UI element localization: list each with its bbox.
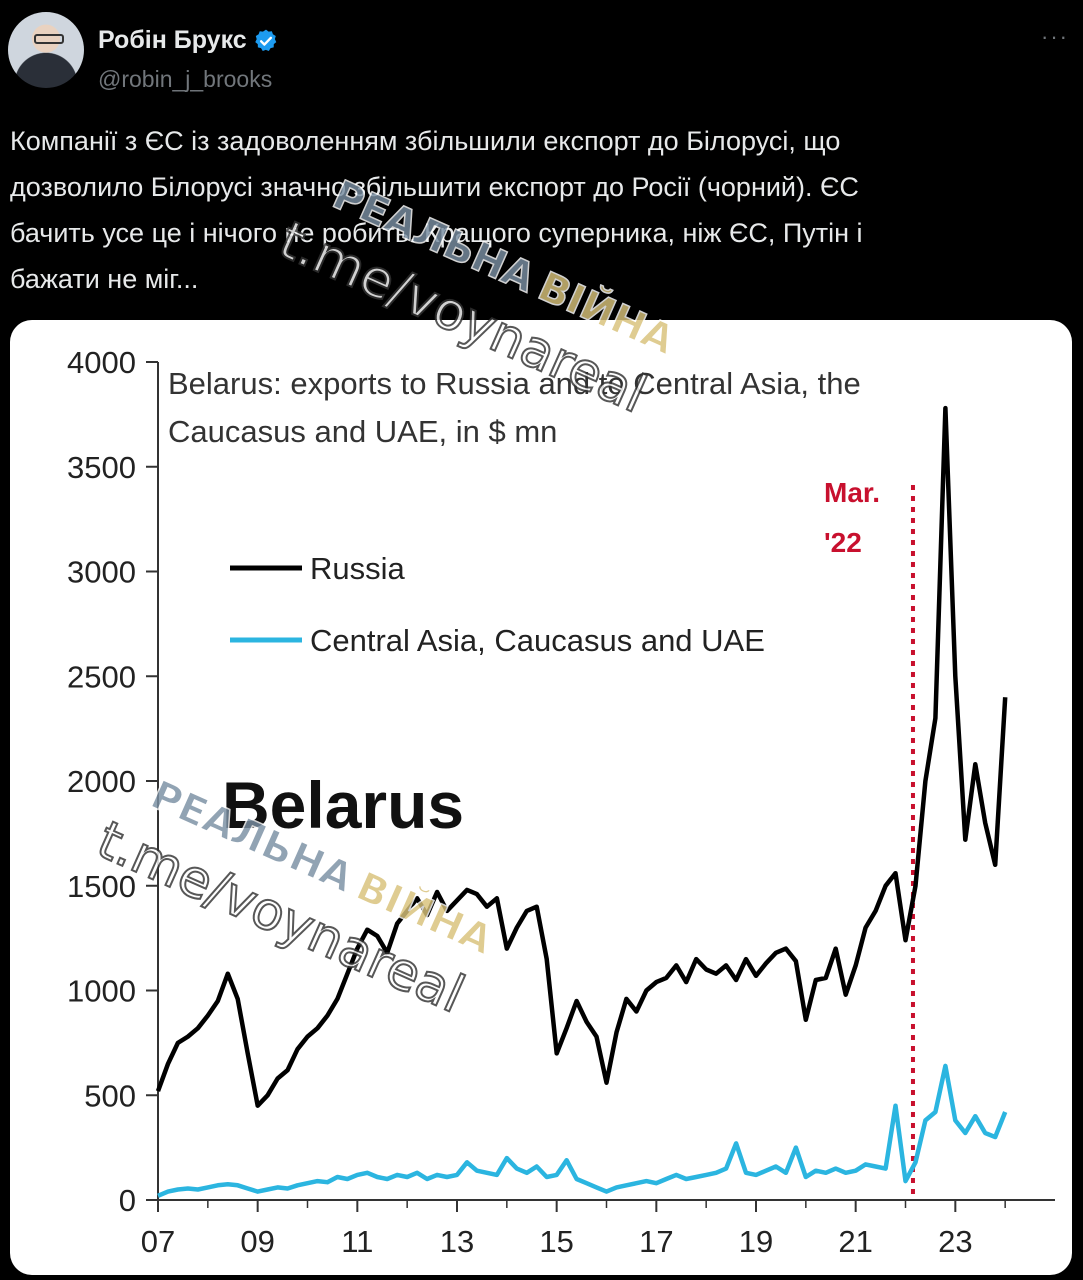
y-tick-label: 1500 <box>67 869 136 904</box>
x-tick-label: 19 <box>739 1224 773 1259</box>
chart-title-line2: Caucasus and UAE, in $ mn <box>168 414 557 449</box>
chart-title-line1: Belarus: exports to Russia and to Centra… <box>168 366 861 401</box>
tweet-header: Робін Брукс @robin_j_brooks ··· <box>8 10 1083 100</box>
ellipsis-icon[interactable]: ··· <box>1041 24 1069 49</box>
y-tick-label: 3000 <box>67 555 136 590</box>
x-tick-label: 13 <box>440 1224 474 1259</box>
y-tick-label: 2500 <box>67 659 136 694</box>
line-chart: 0 500 1000 1500 2000 2500 3000 3500 4000 07 09 11 13… <box>67 345 1055 1259</box>
x-tick-label: 15 <box>539 1224 573 1259</box>
y-tick-label: 0 <box>119 1183 136 1218</box>
annotation-line1: Mar. <box>824 477 880 508</box>
y-tick-label: 4000 <box>67 345 136 380</box>
series-line-russia <box>155 405 1008 1108</box>
chart-legend: Russia Central Asia, Caucasus and UAE <box>230 551 765 658</box>
x-tick-label: 11 <box>341 1224 373 1259</box>
verified-badge-icon <box>254 29 276 51</box>
author-handle[interactable]: @robin_j_brooks <box>98 66 273 92</box>
y-tick-label: 500 <box>84 1078 136 1113</box>
x-tick-label: 21 <box>838 1224 872 1259</box>
series-line-cac <box>157 1063 1008 1198</box>
x-tick-label: 07 <box>141 1224 175 1259</box>
x-tick-label: 23 <box>938 1224 972 1259</box>
y-tick-label: 2000 <box>67 764 136 799</box>
y-tick-label: 1000 <box>67 974 136 1009</box>
y-tick-label: 3500 <box>67 450 136 485</box>
annotation-line2: '22 <box>824 527 862 558</box>
author-name[interactable]: Робін Брукс <box>98 26 247 54</box>
legend-label-cac: Central Asia, Caucasus and UAE <box>310 623 765 658</box>
tweet-text: Компанії з ЄС із задоволенням збільшили … <box>10 126 863 294</box>
chart-ticks: 0 500 1000 1500 2000 2500 3000 3500 4000 07 09 11 13… <box>67 345 1006 1259</box>
author-row: Робін Брукс <box>98 26 279 55</box>
avatar[interactable] <box>8 12 84 88</box>
legend-label-russia: Russia <box>310 551 406 586</box>
chart-series <box>155 405 1008 1198</box>
x-tick-label: 09 <box>240 1224 274 1259</box>
chart-big-label: Belarus <box>222 768 464 842</box>
chart-card[interactable]: 0 500 1000 1500 2000 2500 3000 3500 4000 07 09 11 13… <box>10 320 1072 1275</box>
x-tick-label: 17 <box>639 1224 673 1259</box>
